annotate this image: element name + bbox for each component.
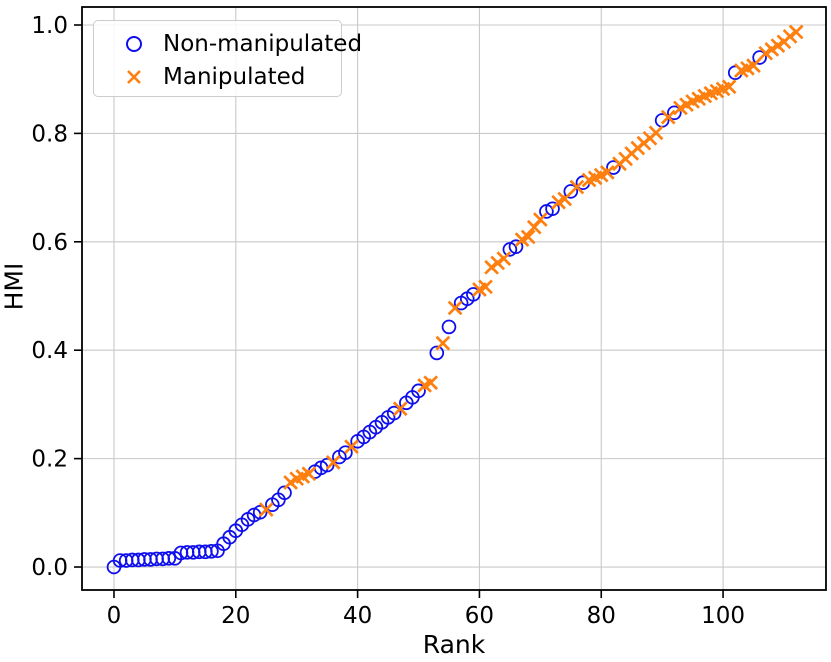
x-axis-label: Rank	[422, 630, 486, 659]
svg-text:0.4: 0.4	[31, 338, 68, 364]
y-gridlines	[82, 24, 826, 568]
tick-labels: 0 20 40 60 80 100 0.0 0.2 0.4 0.6 0.8 1.0	[31, 13, 745, 629]
x-marker-icon	[117, 68, 151, 86]
legend: Non-manipulated Manipulated	[93, 20, 362, 97]
svg-text:40: 40	[343, 603, 372, 629]
svg-text:60: 60	[465, 603, 494, 629]
legend-label-manipulated: Manipulated	[163, 63, 306, 90]
svg-text:80: 80	[587, 603, 616, 629]
x-gridlines	[113, 7, 724, 590]
svg-text:0.8: 0.8	[31, 121, 68, 147]
legend-label-non-manipulated: Non-manipulated	[163, 30, 363, 57]
legend-entry-non-manipulated: Non-manipulated	[94, 27, 362, 60]
svg-text:20: 20	[221, 603, 250, 629]
plot-border	[81, 6, 827, 591]
y-axis-label: HMI	[0, 262, 29, 311]
svg-text:0.0: 0.0	[31, 555, 68, 581]
points-manipulated	[258, 24, 804, 517]
svg-text:100: 100	[701, 603, 745, 629]
svg-text:0: 0	[107, 603, 122, 629]
points-non-manipulated	[106, 50, 767, 575]
svg-text:0.6: 0.6	[31, 230, 68, 256]
axis-ticks	[74, 24, 724, 598]
svg-text:0.2: 0.2	[31, 447, 68, 473]
svg-text:1.0: 1.0	[31, 13, 68, 39]
circle-marker-icon	[117, 35, 151, 52]
legend-entry-manipulated: Manipulated	[94, 60, 341, 93]
